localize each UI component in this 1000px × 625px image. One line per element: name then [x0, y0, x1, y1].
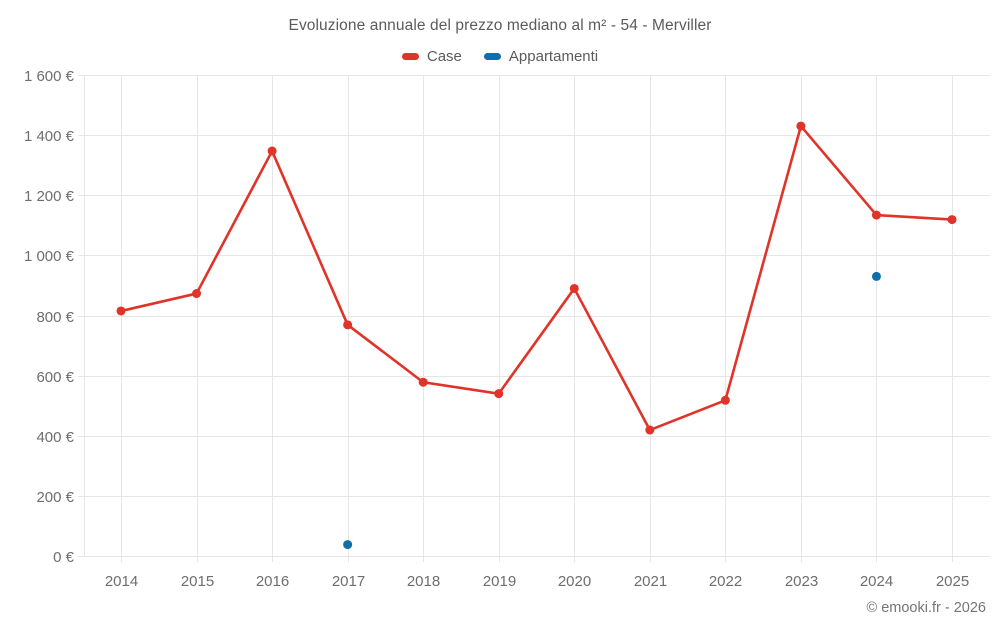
y-axis-tick-label: 600 € — [36, 369, 74, 386]
x-axis-tick-label: 2020 — [558, 573, 591, 590]
legend-label-case: Case — [426, 47, 462, 65]
x-axis-tick-label: 2019 — [483, 573, 516, 590]
x-axis-tick-label: 2022 — [709, 573, 742, 590]
y-axis-tick-label: 1 600 € — [24, 68, 75, 85]
data-point-case[interactable] — [871, 210, 881, 220]
x-axis-tick-label: 2015 — [181, 573, 214, 590]
x-axis-tick-label: 2018 — [407, 573, 440, 590]
y-axis-tick-label: 1 200 € — [24, 188, 75, 205]
x-axis-tick-label: 2023 — [785, 573, 818, 590]
y-axis-tick-label: 1 400 € — [24, 128, 75, 145]
copyright-text: © emooki.fr - 2026 — [866, 600, 986, 616]
chart-title: Evoluzione annuale del prezzo mediano al… — [288, 17, 712, 34]
data-point-case[interactable] — [192, 289, 202, 299]
data-point-case[interactable] — [569, 283, 579, 293]
legend: Case Appartamenti — [0, 46, 1000, 66]
y-axis-tick-label: 1 000 € — [24, 248, 75, 265]
x-axis-tick-label: 2014 — [105, 573, 138, 590]
x-axis-tick-label: 2021 — [634, 573, 667, 590]
series-line-case — [120, 124, 953, 432]
data-point-case[interactable] — [343, 320, 353, 330]
data-point-appartamenti[interactable] — [871, 271, 881, 281]
legend-label-appartamenti: Appartamenti — [508, 47, 599, 65]
x-axis-tick-label: 2024 — [860, 573, 893, 590]
data-point-case[interactable] — [418, 377, 428, 387]
x-axis-tick-label: 2016 — [256, 573, 289, 590]
data-point-case[interactable] — [720, 395, 730, 405]
y-axis-tick-label: 400 € — [36, 429, 74, 446]
data-point-case[interactable] — [947, 215, 957, 225]
data-point-case[interactable] — [267, 146, 277, 156]
x-axis-tick-label: 2025 — [936, 573, 969, 590]
data-point-case[interactable] — [116, 306, 126, 316]
y-axis-tick-label: 200 € — [36, 489, 74, 506]
case-series-swatch-icon — [401, 52, 419, 60]
data-point-appartamenti[interactable] — [343, 540, 353, 550]
data-point-case[interactable] — [494, 389, 504, 399]
data-point-case[interactable] — [796, 121, 806, 131]
y-axis-tick-label: 800 € — [36, 309, 74, 326]
legend-item-case[interactable]: Case — [401, 47, 462, 65]
legend-item-appartamenti[interactable]: Appartamenti — [483, 47, 599, 65]
y-axis-tick-label: 0 € — [53, 549, 75, 566]
appartamenti-series-swatch-icon — [483, 52, 501, 60]
data-point-case[interactable] — [645, 425, 655, 435]
x-axis-tick-label: 2017 — [332, 573, 365, 590]
